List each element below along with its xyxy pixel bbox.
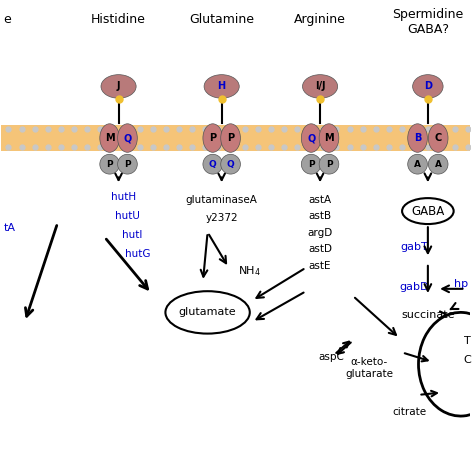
Text: Glutamine: Glutamine	[189, 13, 254, 26]
Text: C: C	[464, 355, 472, 365]
Ellipse shape	[301, 124, 321, 152]
Text: D: D	[424, 82, 432, 91]
Ellipse shape	[101, 75, 136, 98]
Text: glutaminaseA: glutaminaseA	[186, 195, 257, 205]
Text: H: H	[218, 82, 226, 91]
Text: P: P	[106, 160, 113, 169]
Text: P: P	[209, 133, 216, 143]
Ellipse shape	[428, 124, 448, 152]
Text: astD: astD	[308, 244, 332, 254]
Ellipse shape	[319, 155, 339, 174]
Text: Q: Q	[307, 133, 315, 143]
Text: hp: hp	[454, 279, 468, 289]
Ellipse shape	[118, 155, 137, 174]
Text: astA: astA	[309, 195, 332, 205]
Text: Arginine: Arginine	[294, 13, 346, 26]
Text: Spermidine
GABA?: Spermidine GABA?	[392, 9, 464, 36]
Text: Q: Q	[123, 133, 132, 143]
Text: hutG: hutG	[125, 249, 150, 259]
Text: aspC: aspC	[319, 353, 345, 363]
Text: e: e	[4, 13, 11, 26]
Ellipse shape	[118, 124, 137, 152]
Text: argD: argD	[308, 228, 333, 237]
Ellipse shape	[165, 291, 250, 334]
Text: T: T	[465, 336, 471, 346]
Text: succinate: succinate	[401, 310, 455, 320]
Text: A: A	[435, 160, 442, 169]
Ellipse shape	[302, 75, 337, 98]
Text: C: C	[435, 133, 442, 143]
Text: tA: tA	[4, 223, 16, 233]
Ellipse shape	[100, 155, 119, 174]
Text: I/J: I/J	[315, 82, 325, 91]
Ellipse shape	[221, 155, 240, 174]
Ellipse shape	[428, 155, 448, 174]
Ellipse shape	[204, 75, 239, 98]
Ellipse shape	[413, 75, 443, 98]
Ellipse shape	[408, 124, 428, 152]
Text: hutH: hutH	[110, 192, 136, 202]
Text: GABA: GABA	[411, 205, 445, 218]
Ellipse shape	[402, 198, 454, 224]
Text: hutI: hutI	[122, 230, 143, 240]
Text: NH$_4$: NH$_4$	[238, 264, 261, 278]
Text: P: P	[227, 133, 234, 143]
Text: Q: Q	[227, 160, 235, 169]
Ellipse shape	[221, 124, 240, 152]
Text: Q: Q	[209, 160, 217, 169]
Text: astE: astE	[309, 261, 331, 271]
Text: y2372: y2372	[205, 213, 238, 223]
Text: J: J	[117, 82, 120, 91]
Text: M: M	[324, 133, 334, 143]
Ellipse shape	[301, 155, 321, 174]
Text: hutU: hutU	[116, 211, 140, 221]
Text: gabD: gabD	[399, 282, 428, 292]
Text: citrate: citrate	[392, 407, 426, 417]
Text: M: M	[105, 133, 114, 143]
FancyBboxPatch shape	[1, 125, 470, 151]
Text: α-keto-
glutarate: α-keto- glutarate	[345, 357, 393, 379]
Text: A: A	[414, 160, 421, 169]
Ellipse shape	[100, 124, 119, 152]
Ellipse shape	[319, 124, 339, 152]
Ellipse shape	[408, 155, 428, 174]
Text: P: P	[326, 160, 332, 169]
Text: P: P	[308, 160, 314, 169]
Text: P: P	[124, 160, 131, 169]
Ellipse shape	[203, 124, 223, 152]
Text: gabT: gabT	[400, 242, 428, 252]
Text: astB: astB	[309, 211, 332, 221]
Text: B: B	[414, 133, 421, 143]
Ellipse shape	[203, 155, 223, 174]
Text: glutamate: glutamate	[179, 308, 237, 318]
Text: Histidine: Histidine	[91, 13, 146, 26]
